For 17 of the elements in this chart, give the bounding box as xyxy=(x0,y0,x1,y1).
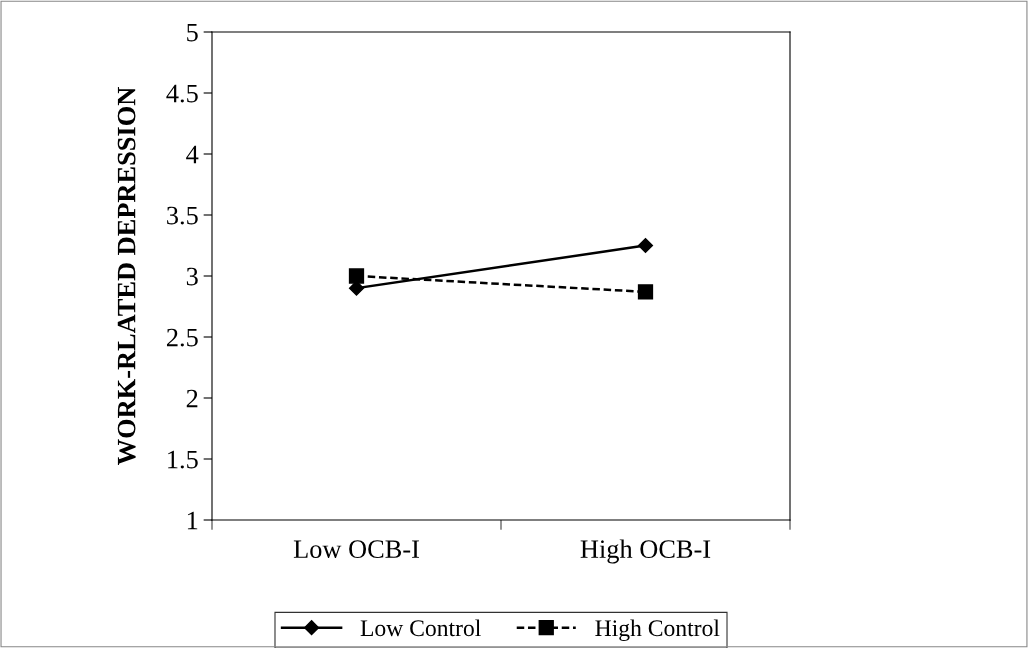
y-tick-label: 3.5 xyxy=(167,206,198,225)
point xyxy=(348,268,365,284)
y-tick-label: 1.5 xyxy=(168,450,198,469)
y-tick-label: 3 xyxy=(186,267,198,286)
y-tick-label: 5 xyxy=(187,23,198,42)
y-tick-label: 4.5 xyxy=(166,84,198,103)
x-tick-label: Low OCB-I xyxy=(293,540,419,559)
point xyxy=(637,237,654,254)
y-tick-label: 2.5 xyxy=(166,328,198,347)
y-axis-title: WORK-RLATED DEPRESSION xyxy=(117,87,136,465)
x-tick-label: High OCB-I xyxy=(580,539,711,564)
y-tick-label: 2 xyxy=(186,389,198,408)
point xyxy=(637,284,654,300)
y-tick-label: 4 xyxy=(186,145,199,164)
legend-label: High Control xyxy=(595,619,720,642)
legend-label: Low Control xyxy=(360,619,481,637)
y-tick-label: 1 xyxy=(187,511,198,530)
